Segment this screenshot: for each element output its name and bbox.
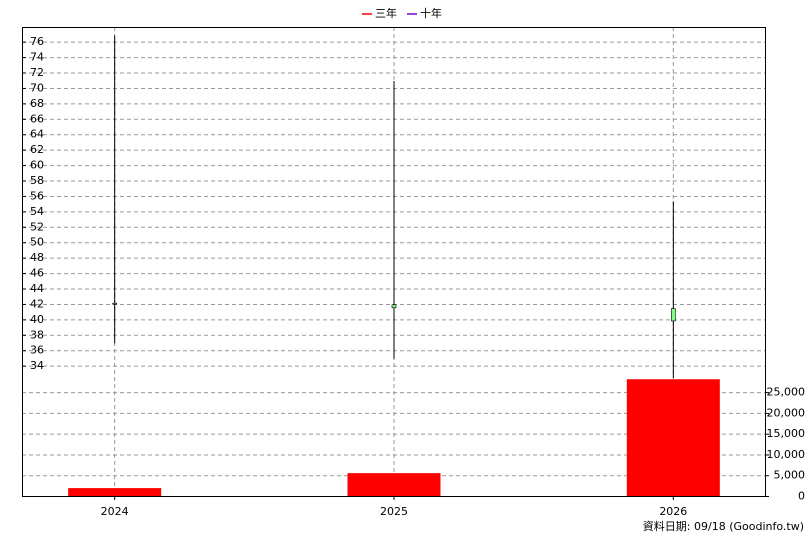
y2-tick-label: 15,000 <box>767 427 806 440</box>
y-tick-label: 44 <box>30 282 44 295</box>
x-tick-label: 2024 <box>101 505 129 518</box>
footer: 資料日期: 09/18 (Goodinfo.tw) <box>643 519 804 533</box>
candle-body <box>112 302 117 305</box>
x-tick-label: 2025 <box>380 505 408 518</box>
y-tick-label: 62 <box>30 143 44 156</box>
y-tick-label: 50 <box>30 236 44 249</box>
y2-tick-label: 0 <box>798 490 805 503</box>
y-tick-label: 66 <box>30 112 44 125</box>
y-tick-label: 34 <box>30 359 44 372</box>
y2-tick-label: 5,000 <box>774 469 806 482</box>
y-tick-label: 52 <box>30 220 44 233</box>
volume-bar <box>347 473 441 496</box>
y-tick-label: 38 <box>30 328 44 341</box>
y-tick-label: 70 <box>30 81 44 94</box>
y-tick-label: 46 <box>30 267 44 280</box>
y-tick-label: 56 <box>30 189 44 202</box>
candle-body <box>391 304 397 309</box>
volume-bar <box>68 488 162 496</box>
x-tick-label: 2026 <box>659 505 687 518</box>
y2-tick-label: 20,000 <box>767 406 806 419</box>
y-tick-label: 72 <box>30 66 44 79</box>
y-tick-label: 64 <box>30 128 44 141</box>
y-tick-label: 60 <box>30 159 44 172</box>
y-tick-label: 58 <box>30 174 44 187</box>
y-tick-label: 74 <box>30 51 44 64</box>
y-tick-label: 76 <box>30 35 44 48</box>
y-tick-label: 40 <box>30 313 44 326</box>
y-tick-label: 68 <box>30 97 44 110</box>
y2-tick-label: 10,000 <box>767 448 806 461</box>
y-tick-label: 48 <box>30 251 44 264</box>
candle-body <box>671 308 676 322</box>
y2-tick-label: 25,000 <box>767 386 806 399</box>
volume-bar <box>626 379 720 496</box>
y-tick-label: 54 <box>30 205 44 218</box>
y-tick-label: 42 <box>30 297 44 310</box>
legend-label: 十年 <box>420 6 442 20</box>
legend-label: 三年 <box>375 6 397 20</box>
plot-frame <box>22 27 766 497</box>
y-tick-label: 36 <box>30 344 44 357</box>
